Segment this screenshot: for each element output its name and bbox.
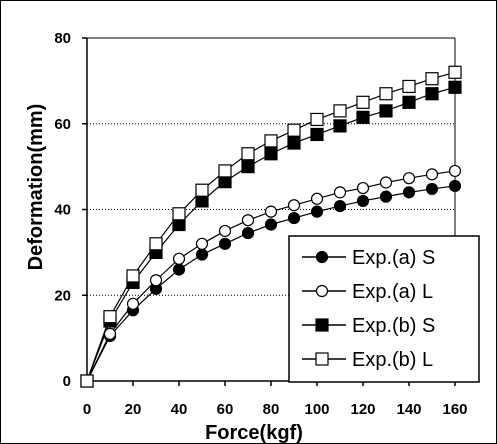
- data-point-series-1: [402, 186, 416, 199]
- data-point-series-4: [103, 310, 117, 324]
- legend-label-3: Exp.(b) S: [352, 315, 435, 337]
- data-point-series-1: [356, 194, 370, 208]
- y-tick-label: 80: [54, 30, 71, 47]
- data-point-series-2: [103, 327, 117, 340]
- x-tick-label: 100: [304, 401, 329, 418]
- data-point-series-1: [241, 226, 255, 240]
- data-point-series-3: [402, 95, 416, 109]
- x-tick-label: 160: [442, 401, 467, 418]
- x-tick-label: 120: [350, 401, 375, 418]
- legend-marker-3: [315, 318, 329, 332]
- x-tick-label: 80: [263, 401, 280, 418]
- legend-label-2: Exp.(a) L: [352, 281, 433, 303]
- data-point-series-2: [425, 168, 439, 181]
- data-point-series-2: [126, 297, 140, 310]
- data-point-series-1: [425, 182, 439, 196]
- data-point-series-2: [172, 252, 186, 265]
- data-point-series-3: [379, 104, 393, 118]
- data-point-series-4: [241, 147, 255, 161]
- y-tick-label: 60: [54, 116, 71, 133]
- data-point-series-1: [333, 199, 347, 213]
- series-layer: [80, 65, 462, 388]
- data-point-series-2: [356, 181, 370, 195]
- data-point-series-3: [241, 160, 255, 174]
- data-point-series-2: [287, 199, 301, 212]
- data-point-series-2: [379, 176, 393, 189]
- data-point-series-4: [172, 207, 186, 221]
- legend-marker-1: [315, 250, 329, 264]
- data-point-series-4: [310, 112, 324, 127]
- data-point-series-1: [448, 179, 462, 193]
- data-point-series-4: [333, 104, 347, 118]
- x-tick-label: 60: [217, 401, 234, 418]
- legend-label-1: Exp.(a) S: [352, 247, 435, 269]
- legend-marker-2: [315, 284, 329, 298]
- data-point-series-1: [172, 263, 186, 276]
- data-point-series-2: [195, 237, 209, 250]
- data-point-series-1: [264, 218, 278, 231]
- legend: Exp.(a) S Exp.(a) L Exp.(b) S Exp.(b) L: [288, 235, 480, 383]
- data-point-series-3: [333, 119, 347, 133]
- data-point-series-1: [310, 205, 324, 218]
- y-tick-label: 40: [54, 202, 71, 219]
- x-tick-label: 40: [171, 401, 188, 418]
- data-point-series-3: [448, 80, 462, 94]
- data-point-series-4: [80, 374, 94, 388]
- data-point-series-3: [310, 127, 324, 142]
- data-point-series-2: [333, 186, 347, 199]
- data-point-series-4: [448, 65, 462, 79]
- y-axis-title: Deformation(mm): [25, 104, 47, 271]
- data-point-series-4: [195, 183, 209, 197]
- x-axis-title: Force(kgf): [205, 422, 303, 444]
- data-point-series-2: [402, 172, 416, 185]
- data-point-series-2: [448, 164, 462, 178]
- data-point-series-4: [356, 95, 370, 109]
- data-point-series-3: [356, 110, 370, 124]
- data-point-series-2: [218, 224, 232, 238]
- data-point-series-4: [425, 72, 439, 86]
- data-point-series-4: [149, 237, 163, 251]
- data-point-series-1: [195, 248, 209, 261]
- data-point-series-3: [287, 136, 301, 150]
- y-tick-label: 20: [54, 287, 71, 304]
- data-point-series-3: [264, 147, 278, 161]
- data-point-series-1: [287, 211, 301, 225]
- data-point-series-4: [218, 164, 232, 178]
- x-tick-label: 0: [83, 401, 91, 418]
- data-point-series-4: [379, 87, 393, 101]
- data-point-series-2: [149, 274, 163, 287]
- y-tick-label: 0: [63, 373, 71, 390]
- data-point-series-4: [287, 123, 301, 137]
- data-point-series-3: [425, 87, 439, 101]
- legend-marker-4: [315, 352, 329, 366]
- data-point-series-2: [264, 205, 278, 218]
- x-tick-label: 140: [396, 401, 421, 418]
- legend-label-4: Exp.(b) L: [352, 349, 433, 371]
- data-point-series-4: [264, 134, 278, 148]
- data-point-series-1: [218, 237, 232, 250]
- data-point-series-2: [241, 214, 255, 227]
- data-point-series-4: [402, 79, 416, 94]
- data-point-series-1: [379, 190, 393, 203]
- data-point-series-2: [310, 192, 324, 205]
- x-tick-label: 20: [125, 401, 142, 418]
- data-point-series-4: [126, 269, 140, 283]
